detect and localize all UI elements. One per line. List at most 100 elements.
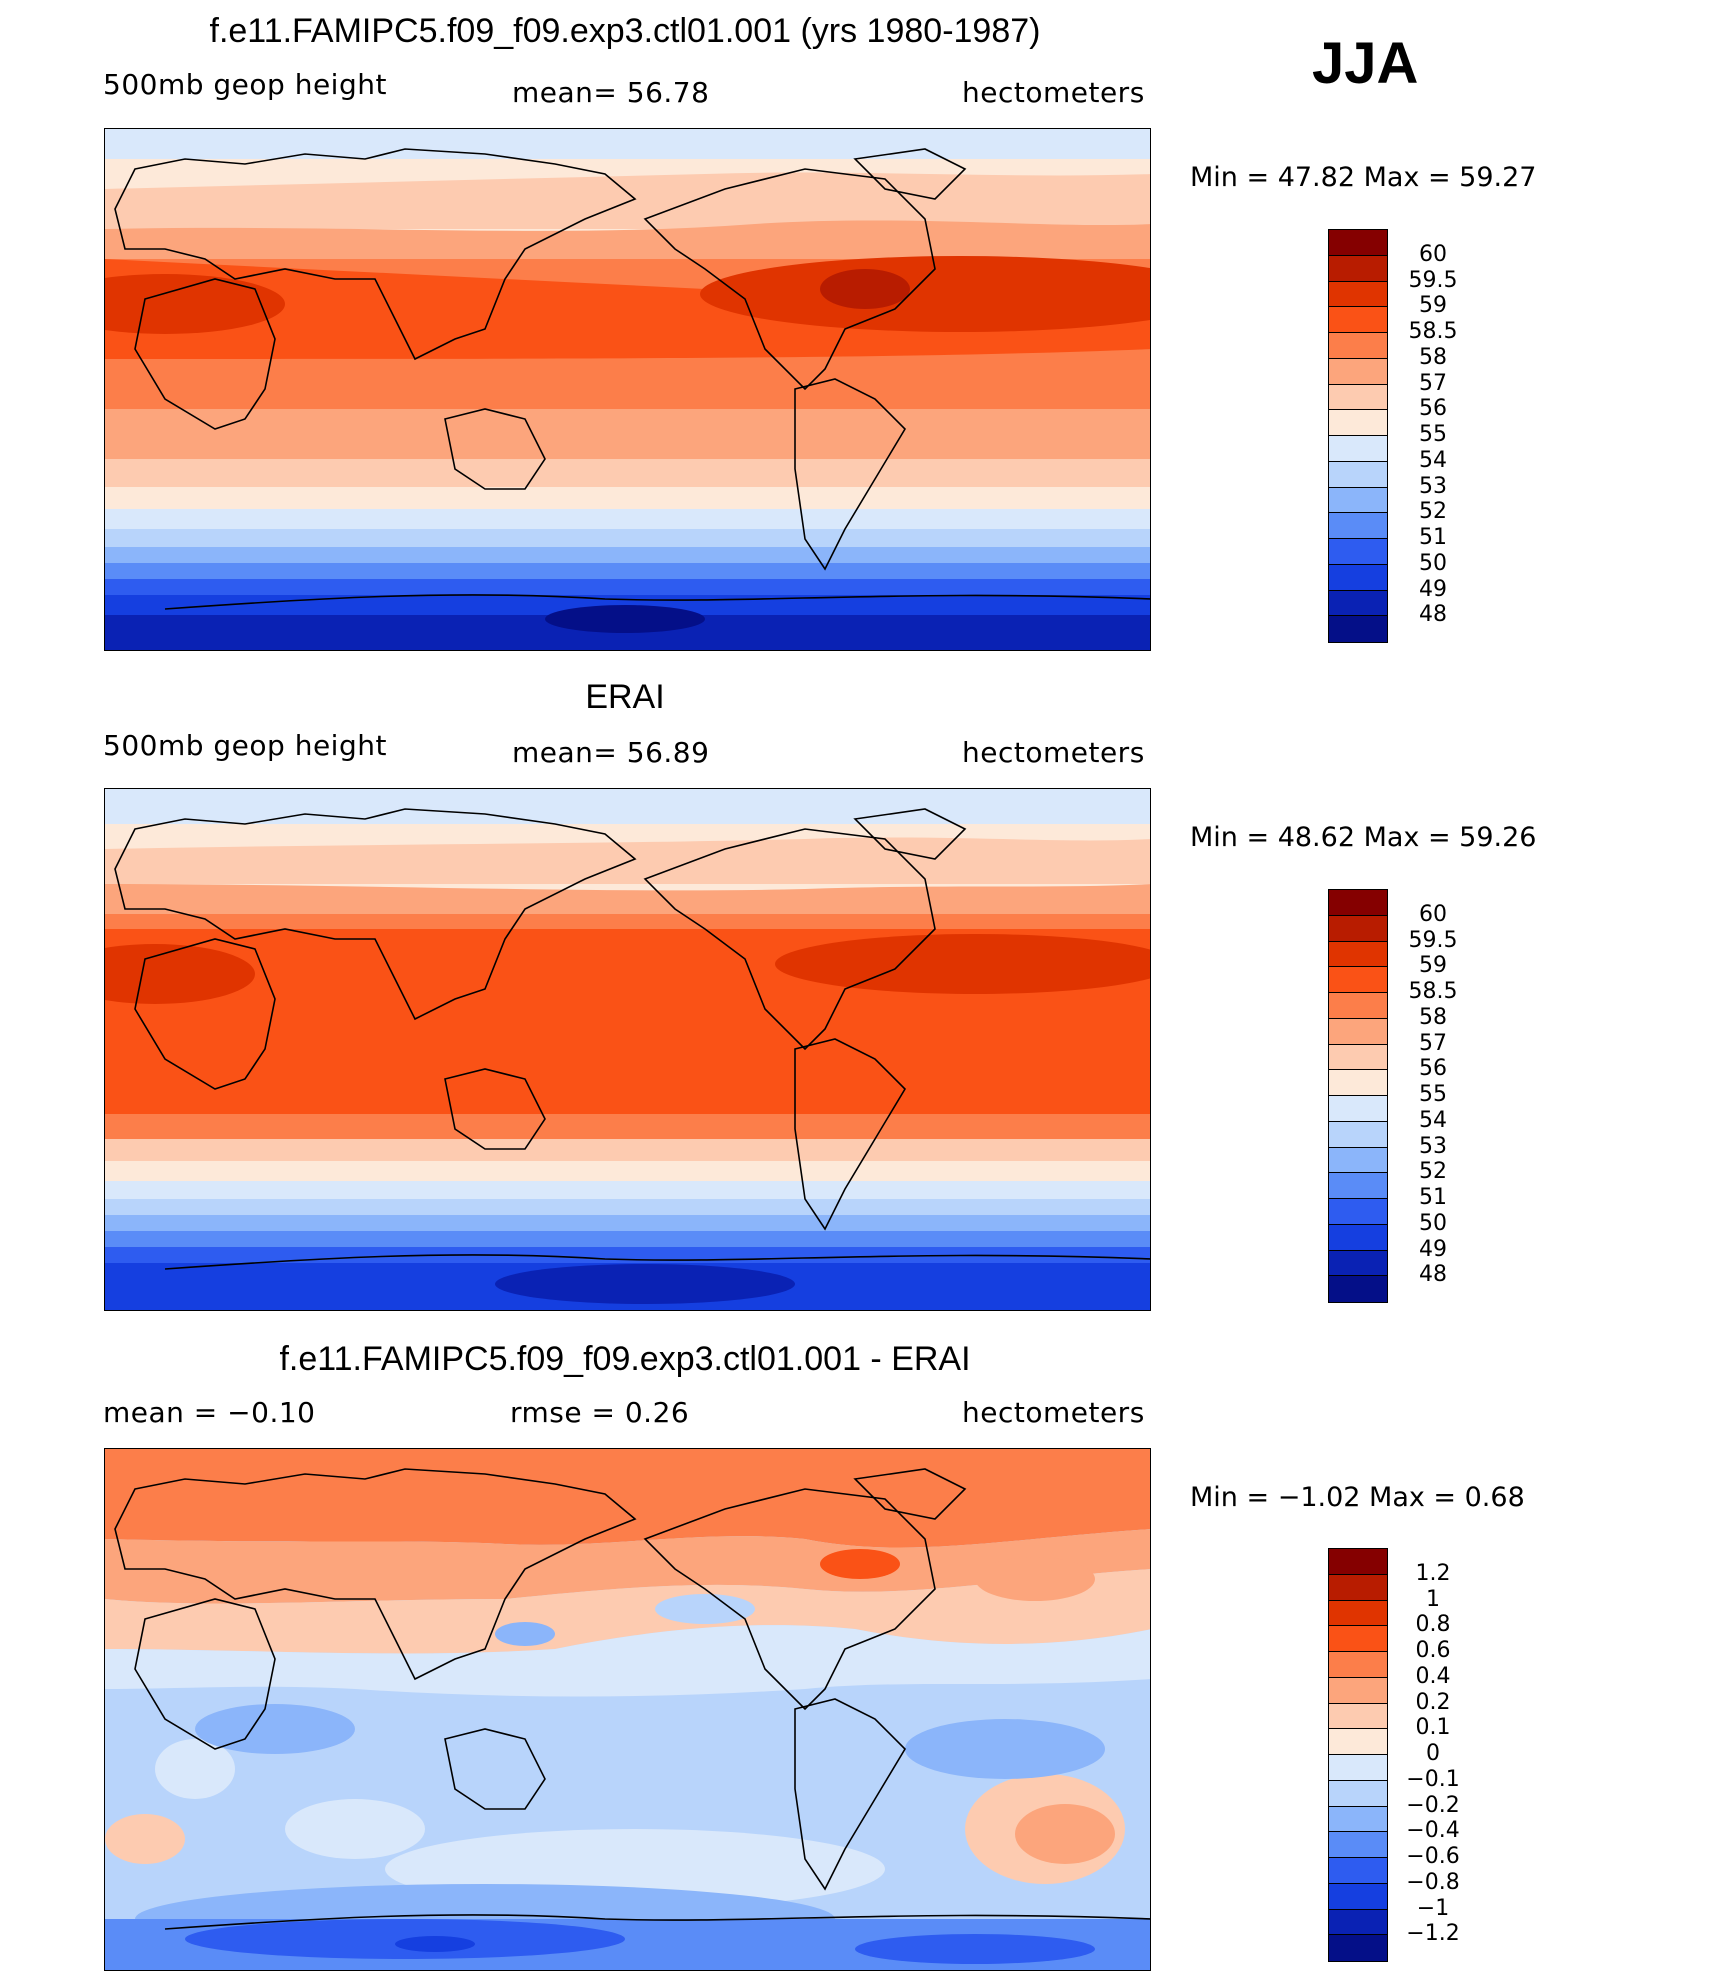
colorbar-label: −0.4: [1406, 1818, 1460, 1844]
colorbar-label: 51: [1419, 525, 1447, 550]
colorbar-label: 59.5: [1408, 927, 1458, 953]
colorbar-swatch: [1329, 281, 1387, 308]
colorbar-swatch: [1329, 1250, 1387, 1277]
colorbar-swatch: [1329, 1909, 1387, 1936]
colorbar-swatch: [1329, 513, 1387, 539]
colorbar-label: 0: [1426, 1741, 1440, 1766]
colorbar-label: 0.2: [1415, 1689, 1451, 1715]
colorbar-label: 52: [1419, 499, 1447, 525]
season-label: JJA: [1312, 31, 1419, 96]
colorbar-swatch: [1329, 941, 1387, 968]
colorbar-label: −0.2: [1406, 1792, 1460, 1818]
colorbar-label: 0.1: [1415, 1715, 1451, 1741]
colorbar-label: 50: [1419, 550, 1447, 576]
panel1-minmax: Min = 47.82 Max = 59.27: [1190, 162, 1537, 193]
colorbar-label: 52: [1419, 1159, 1447, 1185]
colorbar-swatch: [1329, 1096, 1387, 1122]
colorbar-swatch: [1329, 1858, 1387, 1884]
colorbar-swatch: [1329, 1755, 1387, 1781]
colorbar-swatch: [1329, 1652, 1387, 1678]
colorbar-label: 1.2: [1415, 1560, 1451, 1586]
colorbar-label: −0.1: [1406, 1766, 1460, 1792]
panel2-units-label: hectometers: [962, 736, 1145, 769]
colorbar-swatch: [1329, 1935, 1387, 1961]
colorbar-swatch: [1329, 1147, 1387, 1174]
colorbar-label: 50: [1419, 1210, 1447, 1236]
colorbar-label: 53: [1419, 1133, 1447, 1159]
colorbar-swatch: [1329, 1121, 1387, 1148]
panel2-colorbar: [1328, 889, 1388, 1303]
colorbar-label: 60: [1419, 901, 1447, 927]
colorbar-swatch: [1329, 1780, 1387, 1807]
colorbar-swatch: [1329, 1626, 1387, 1652]
colorbar-swatch: [1329, 1199, 1387, 1225]
colorbar-swatch: [1329, 1677, 1387, 1704]
colorbar-label: −0.6: [1406, 1844, 1460, 1869]
colorbar-swatch: [1329, 1070, 1387, 1096]
colorbar-swatch: [1329, 1600, 1387, 1627]
colorbar-swatch: [1329, 890, 1387, 916]
panel2-variable-label: 500mb geop height: [103, 729, 387, 762]
panel1-title: f.e11.FAMIPC5.f09_f09.exp3.ctl01.001 (yr…: [209, 12, 1041, 50]
colorbar-swatch: [1329, 307, 1387, 333]
colorbar-swatch: [1329, 1224, 1387, 1251]
panel1-variable-label: 500mb geop height: [103, 68, 387, 101]
colorbar-swatch: [1329, 1173, 1387, 1199]
colorbar-label: 1: [1426, 1586, 1440, 1612]
colorbar-swatch: [1329, 1729, 1387, 1755]
colorbar-label: 48: [1419, 1262, 1447, 1288]
colorbar-swatch: [1329, 333, 1387, 359]
colorbar-label: 58.5: [1408, 979, 1458, 1004]
colorbar-swatch: [1329, 1703, 1387, 1730]
colorbar-label: 49: [1419, 1236, 1447, 1262]
colorbar-swatch: [1329, 358, 1387, 385]
colorbar-swatch: [1329, 461, 1387, 488]
colorbar-label: 0.8: [1415, 1612, 1451, 1638]
colorbar-label: 56: [1419, 1056, 1447, 1082]
colorbar-swatch: [1329, 1574, 1387, 1601]
colorbar-label: 49: [1419, 576, 1447, 602]
panel1-colorbar: [1328, 229, 1388, 643]
colorbar-swatch: [1329, 1549, 1387, 1575]
colorbar-swatch: [1329, 230, 1387, 256]
colorbar-swatch: [1329, 1276, 1387, 1302]
colorbar-label: 59: [1419, 953, 1447, 979]
panel1-mean-label: mean= 56.78: [512, 76, 710, 109]
colorbar-swatch: [1329, 915, 1387, 942]
panel3-colorbar: [1328, 1548, 1388, 1962]
panel1-units-label: hectometers: [962, 76, 1145, 109]
colorbar-swatch: [1329, 436, 1387, 462]
panel2-map: [104, 788, 1151, 1311]
colorbar-label: 60: [1419, 241, 1447, 267]
panel2-minmax: Min = 48.62 Max = 59.26: [1190, 822, 1537, 853]
colorbar-label: 48: [1419, 602, 1447, 628]
colorbar-swatch: [1329, 1044, 1387, 1071]
colorbar-swatch: [1329, 993, 1387, 1019]
panel3-minmax: Min = −1.02 Max = 0.68: [1190, 1482, 1525, 1513]
colorbar-label: 57: [1419, 370, 1447, 396]
panel3-map: [104, 1448, 1151, 1971]
colorbar-label: 0.4: [1415, 1663, 1451, 1689]
colorbar-swatch: [1329, 1832, 1387, 1858]
colorbar-swatch: [1329, 539, 1387, 565]
panel3-title: f.e11.FAMIPC5.f09_f09.exp3.ctl01.001 - E…: [279, 1340, 971, 1378]
panel3-rmse-label: rmse = 0.26: [510, 1396, 690, 1429]
colorbar-label: 58.5: [1408, 319, 1458, 344]
colorbar-swatch: [1329, 967, 1387, 993]
panel1-map: [104, 128, 1151, 651]
colorbar-swatch: [1329, 1806, 1387, 1833]
colorbar-label: −1.2: [1406, 1921, 1460, 1947]
colorbar-swatch: [1329, 1018, 1387, 1045]
colorbar-label: 58: [1419, 344, 1447, 370]
colorbar-label: 0.6: [1415, 1638, 1451, 1663]
colorbar-label: 59.5: [1408, 267, 1458, 293]
colorbar-label: 53: [1419, 473, 1447, 499]
colorbar-label: 56: [1419, 396, 1447, 422]
colorbar-swatch: [1329, 616, 1387, 642]
colorbar-label: 55: [1419, 1082, 1447, 1107]
colorbar-label: 58: [1419, 1004, 1447, 1030]
panel3-mean-label: mean = −0.10: [103, 1396, 316, 1429]
colorbar-label: −0.8: [1406, 1869, 1460, 1895]
colorbar-swatch: [1329, 564, 1387, 591]
panel3-units-label: hectometers: [962, 1396, 1145, 1429]
